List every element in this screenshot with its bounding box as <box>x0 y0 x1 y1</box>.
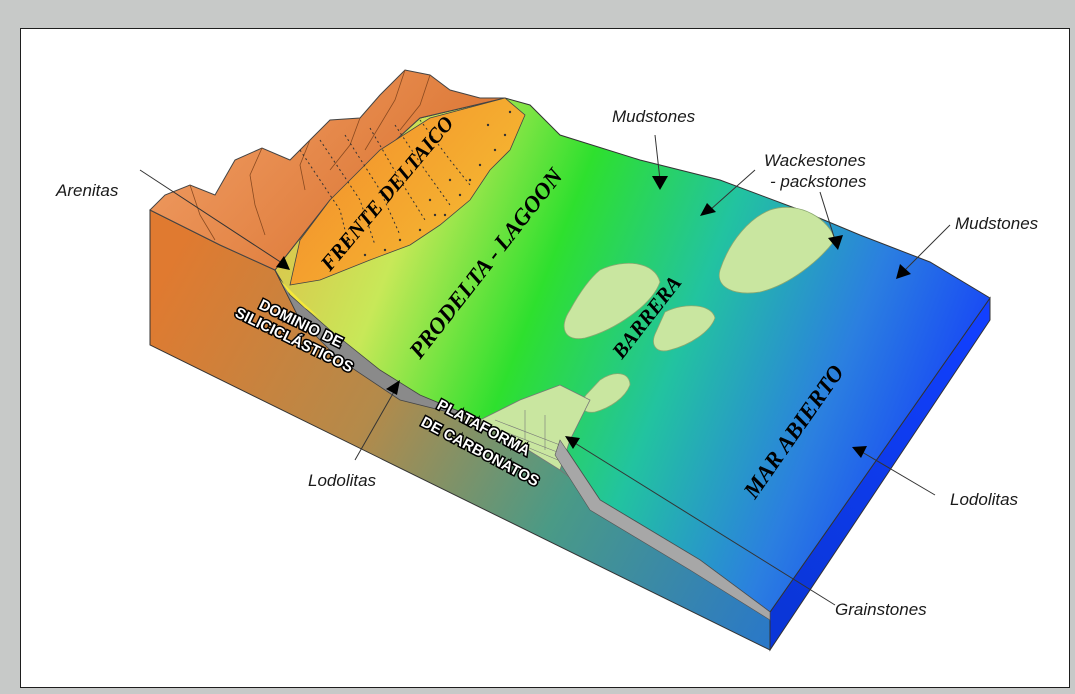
label-wackestones: Wackestones <box>764 151 866 170</box>
label-mudstones-top: Mudstones <box>612 107 696 126</box>
label-packstones: - packstones <box>770 172 867 191</box>
label-lodolitas-right: Lodolitas <box>950 490 1019 509</box>
label-grainstones: Grainstones <box>835 600 927 619</box>
label-lodolitas-left: Lodolitas <box>308 471 377 490</box>
label-mudstones-right: Mudstones <box>955 214 1039 233</box>
label-arenitas: Arenitas <box>55 181 119 200</box>
